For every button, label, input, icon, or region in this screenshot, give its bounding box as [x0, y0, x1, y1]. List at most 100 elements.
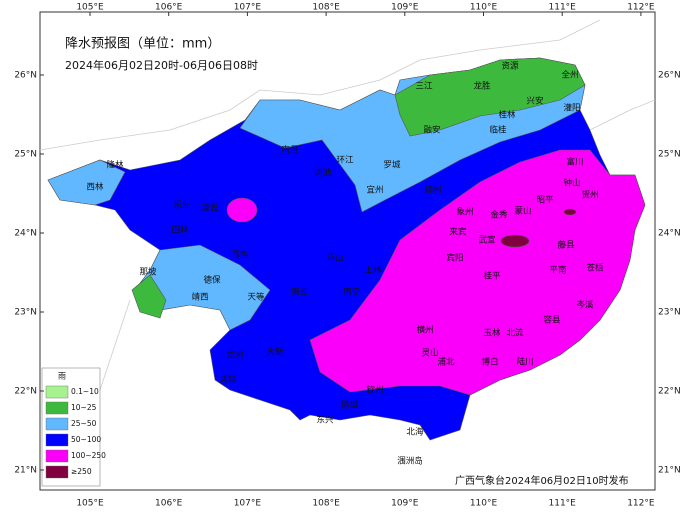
- city-label: 资源: [501, 61, 519, 72]
- city-label: 大新: [266, 347, 284, 358]
- city-label: 贺州: [581, 190, 598, 201]
- city-label: 龙胜: [473, 81, 491, 92]
- city-label: 崇左: [291, 287, 309, 298]
- city-label: 临桂: [489, 125, 507, 136]
- city-label: 象州: [456, 207, 473, 218]
- city-label: 东兴: [316, 415, 334, 426]
- legend-swatch: [45, 401, 69, 415]
- city-label: 浦北: [437, 357, 455, 368]
- region-over-250: [563, 208, 577, 216]
- legend-swatch: [45, 433, 69, 447]
- longitude-label: 106°E: [155, 499, 183, 509]
- city-label: 博白: [481, 357, 498, 368]
- longitude-label: 105°E: [76, 3, 104, 13]
- border-line: [39, 19, 601, 151]
- city-label: 岑溪: [576, 300, 594, 311]
- legend-label: 50~100: [71, 435, 101, 444]
- longitude-label: 112°E: [627, 3, 655, 13]
- city-label: 武宣: [478, 235, 495, 246]
- map-title: 降水预报图（单位：mm）: [65, 37, 220, 52]
- longitude-label: 111°E: [549, 3, 577, 13]
- city-label: 那坡: [139, 267, 157, 278]
- longitude-label: 110°E: [470, 3, 498, 13]
- longitude-label: 107°E: [234, 3, 262, 13]
- city-label: 灵山: [421, 348, 438, 359]
- legend-swatch: [45, 465, 69, 479]
- city-label: 桂平: [483, 271, 501, 282]
- latitude-label: 26°N: [14, 71, 37, 81]
- city-label: 灌阳: [563, 103, 580, 114]
- city-label: 来宾: [449, 227, 466, 238]
- city-label: 乐业: [173, 200, 190, 211]
- longitude-label: 107°E: [234, 499, 262, 509]
- city-label: 凌云: [201, 203, 219, 214]
- latitude-label: 24°N: [14, 229, 37, 239]
- city-label: 德保: [203, 275, 221, 286]
- city-label: 横州: [416, 325, 433, 336]
- publisher: 广西气象台2024年06月02日10时发布: [455, 474, 629, 487]
- legend-label: ≥250: [71, 467, 92, 476]
- longitude-label: 106°E: [155, 3, 183, 13]
- city-label: 宜州: [366, 185, 383, 196]
- city-label: 宾阳: [446, 253, 463, 264]
- city-label: 玉林: [483, 328, 501, 339]
- city-label: 三江: [415, 82, 433, 92]
- region-25-50: [47, 159, 126, 206]
- latitude-label: 21°N: [14, 466, 37, 476]
- region-100-250: [309, 149, 646, 396]
- city-label: 天等: [247, 292, 265, 303]
- latitude-label: 22°N: [658, 387, 681, 397]
- legend-label: 100~250: [71, 451, 106, 460]
- legend-swatch: [45, 417, 69, 431]
- city-label: 金秀: [490, 210, 508, 221]
- legend-label: 0.1~10: [71, 387, 99, 396]
- legend-label: 25~50: [71, 419, 97, 428]
- longitude-label: 109°E: [391, 499, 419, 509]
- city-label: 全州: [561, 70, 578, 81]
- latitude-label: 25°N: [658, 150, 681, 160]
- city-label: 河池: [314, 168, 332, 179]
- city-label: 容县: [543, 315, 561, 326]
- city-label: 百色: [231, 250, 249, 261]
- city-label: 防城: [341, 400, 359, 411]
- city-label: 田林: [171, 225, 189, 236]
- map-subtitle: 2024年06月02日20时-06月06日08时: [65, 58, 258, 72]
- city-label: 靖西: [191, 292, 208, 303]
- legend-swatch: [45, 385, 69, 399]
- city-label: 北流: [506, 328, 524, 339]
- latitude-label: 26°N: [658, 71, 681, 81]
- city-label: 蒙山: [514, 206, 531, 217]
- city-label: 藤县: [557, 240, 575, 251]
- rain-regions: [47, 57, 646, 441]
- region-10-25: [131, 274, 167, 319]
- city-label: 南宁: [343, 287, 360, 298]
- legend-swatch: [45, 449, 69, 463]
- latitude-label: 24°N: [658, 229, 681, 239]
- city-label: 兴安: [526, 96, 543, 107]
- latitude-label: 21°N: [658, 466, 681, 476]
- city-label: 凭祥: [219, 375, 237, 386]
- city-label: 涠洲岛: [397, 456, 423, 467]
- city-label: 钦州: [366, 385, 383, 396]
- city-label: 陆川: [516, 357, 533, 368]
- region-100-250: [226, 197, 258, 223]
- latitude-label: 22°N: [14, 387, 37, 397]
- latitude-label: 23°N: [658, 308, 681, 318]
- city-label: 龙州: [226, 350, 243, 361]
- city-label: 马山: [326, 253, 343, 264]
- city-label: 昭平: [536, 196, 554, 206]
- latitude-label: 25°N: [14, 150, 37, 160]
- city-label: 南丹: [281, 145, 299, 156]
- latitude-label: 23°N: [14, 308, 37, 318]
- city-label: 上林: [364, 265, 382, 276]
- city-label: 隆林: [106, 160, 124, 171]
- city-label: 西林: [86, 182, 104, 193]
- longitude-label: 109°E: [391, 3, 419, 13]
- city-label: 融安: [423, 125, 440, 136]
- city-label: 桂林: [498, 110, 516, 121]
- city-label: 柳州: [424, 185, 441, 196]
- longitude-label: 105°E: [76, 499, 104, 509]
- longitude-label: 108°E: [312, 3, 340, 13]
